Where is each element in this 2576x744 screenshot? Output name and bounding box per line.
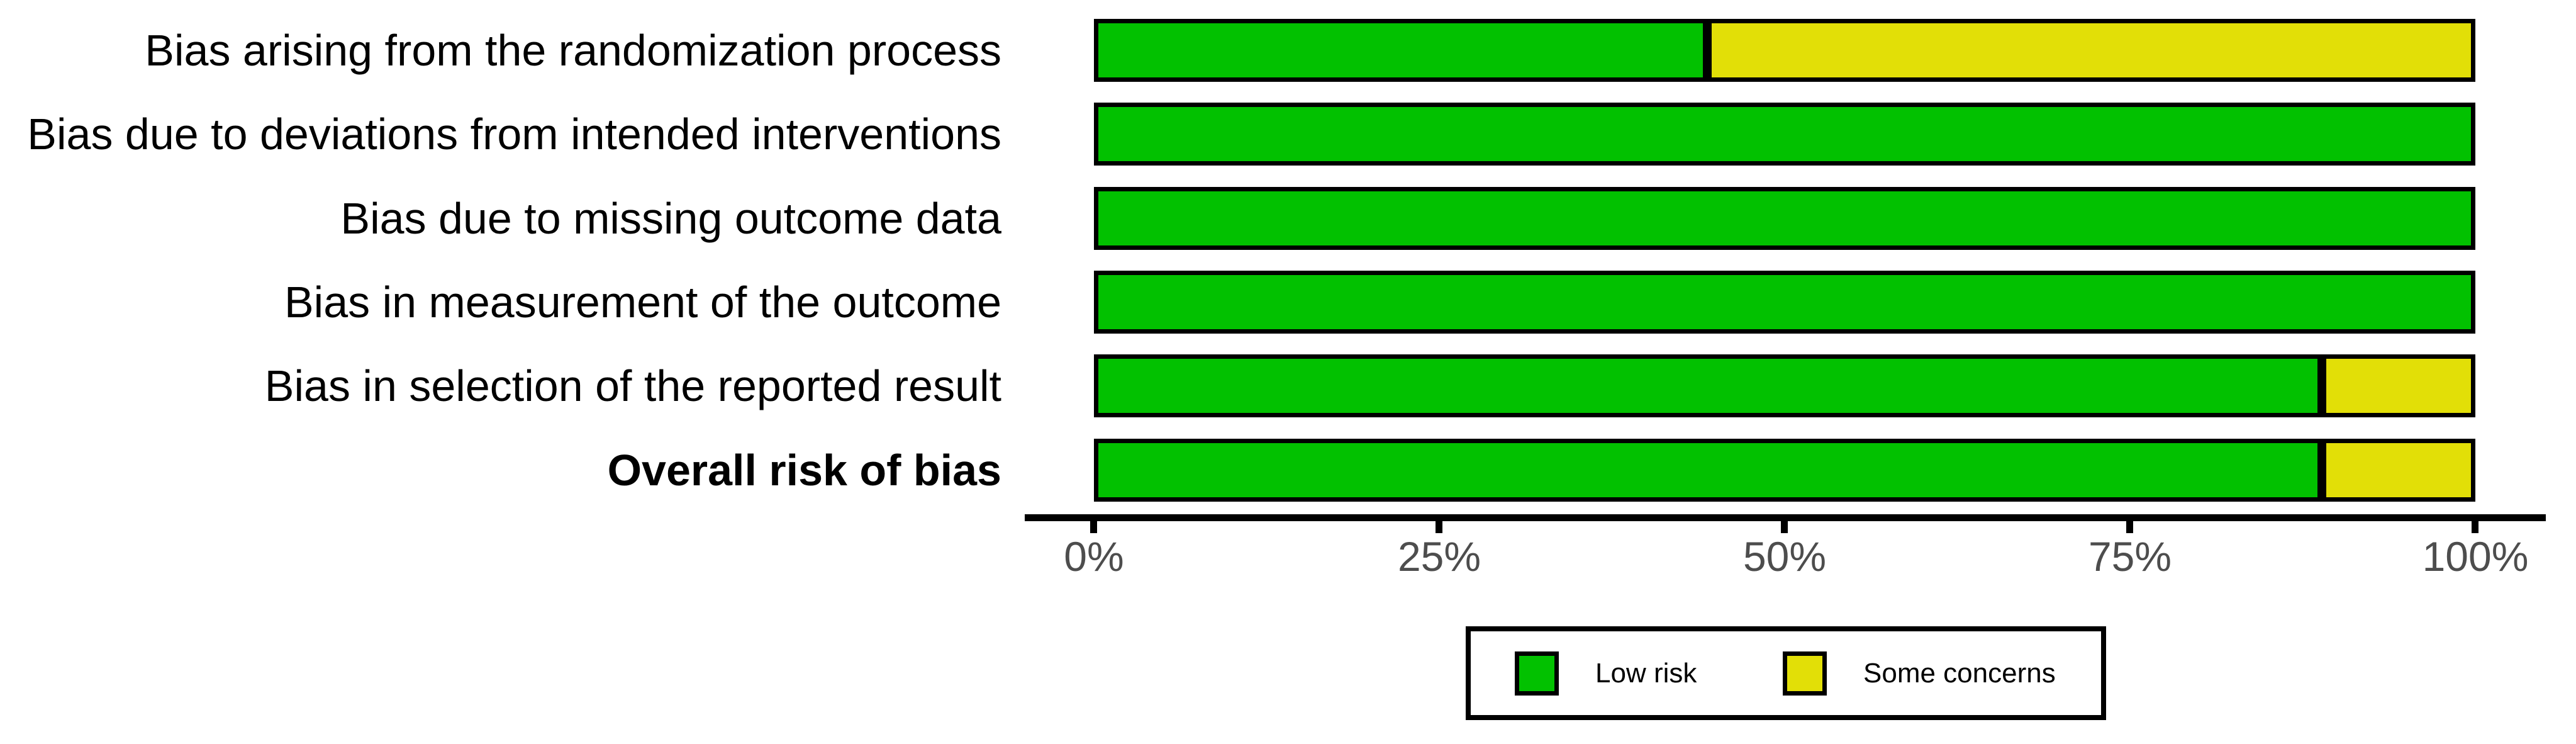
axis-tick-label-50: 50% [1742,533,1827,580]
domain-label-measurement: Bias in measurement of the outcome [284,278,1001,327]
bar-segment-low-risk [1094,439,2322,502]
bar-segment-low-risk [1094,103,2475,166]
bar-row: Bias arising from the randomization proc… [0,19,2576,82]
legend-item-some-concerns: Some concerns [1783,651,2056,696]
legend-label-low-risk: Low risk [1595,657,1697,689]
domain-label-overall: Overall risk of bias [607,446,1001,495]
domain-label-randomization: Bias arising from the randomization proc… [145,26,1001,75]
bar-track [1094,19,2475,82]
bar-row: Bias in selection of the reported result [0,354,2576,417]
bar-row-overall: Overall risk of bias [0,439,2576,502]
bar-track [1094,103,2475,166]
axis-tick-label-25: 25% [1397,533,1481,580]
bar-track [1094,439,2475,502]
axis-tick-label-0: 0% [1064,533,1124,580]
axis-tick-0 [1090,521,1097,533]
bar-track [1094,271,2475,334]
domain-label-missing-data: Bias due to missing outcome data [340,194,1001,243]
bar-segment-some-concerns [2322,354,2475,417]
axis-tick-label-75: 75% [2088,533,2172,580]
low-risk-swatch [1515,651,1559,696]
bar-segment-low-risk [1094,19,1708,82]
axis-tick-50 [1781,521,1788,533]
bar-track [1094,354,2475,417]
bar-segment-low-risk [1094,271,2475,334]
bar-segment-some-concerns [2322,439,2475,502]
x-axis-line [1025,514,2546,521]
axis-tick-label-100: 100% [2422,533,2529,580]
bar-segment-low-risk [1094,354,2322,417]
bar-row: Bias due to deviations from intended int… [0,103,2576,166]
axis-tick-75 [2126,521,2133,533]
axis-tick-25 [1436,521,1442,533]
bar-segment-low-risk [1094,187,2475,250]
legend: Low risk Some concerns [1466,626,2106,720]
axis-tick-100 [2472,521,2478,533]
bar-row: Bias in measurement of the outcome [0,271,2576,334]
domain-label-selection: Bias in selection of the reported result [264,361,1001,410]
legend-label-some-concerns: Some concerns [1863,657,2056,689]
bar-segment-some-concerns [1707,19,2475,82]
bar-row: Bias due to missing outcome data [0,187,2576,250]
some-concerns-swatch [1783,651,1827,696]
domain-label-deviations: Bias due to deviations from intended int… [27,110,1001,159]
bar-track [1094,187,2475,250]
legend-item-low-risk: Low risk [1515,651,1697,696]
